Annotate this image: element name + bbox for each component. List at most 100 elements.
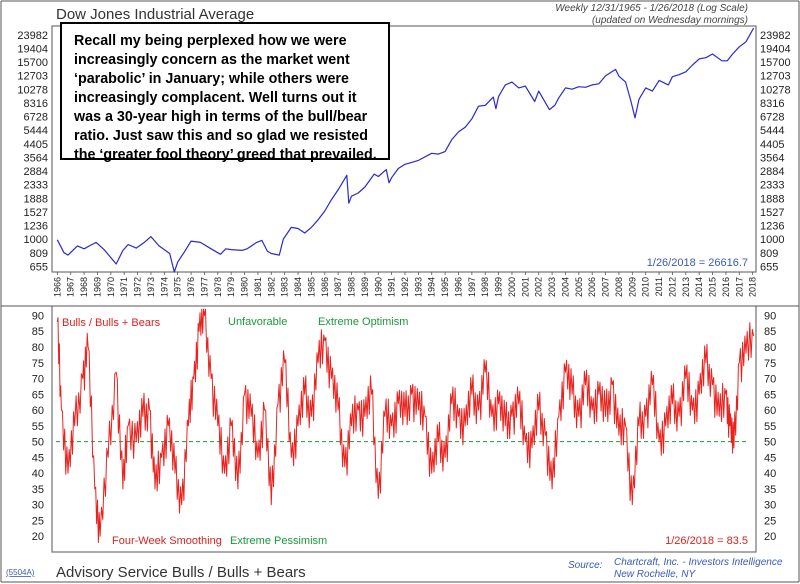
- year-tick-label: 2004: [560, 277, 570, 297]
- dow-line: [56, 27, 755, 273]
- top-y-tick-label-right: 4405: [760, 139, 784, 151]
- year-tick-label: 1969: [92, 277, 102, 297]
- top-y-tick-label-left: 2333: [24, 180, 48, 192]
- top-y-tick-label-right: 1527: [760, 207, 784, 219]
- bottom-y-tick-label-right: 50: [764, 437, 776, 449]
- year-tick-label: 1972: [133, 277, 143, 297]
- year-tick-label: 1995: [440, 277, 450, 297]
- top-y-tick-label-right: 2333: [760, 180, 784, 192]
- top-y-tick-label-left: 15700: [17, 57, 48, 69]
- bottom-y-tick-label-right: 35: [764, 484, 776, 496]
- bottom-y-tick-label-right: 55: [764, 421, 776, 433]
- year-tick-label: 2005: [574, 277, 584, 297]
- bottom-y-tick-label-right: 70: [764, 374, 776, 386]
- year-tick-label: 2015: [708, 277, 718, 297]
- bottom-y-tick-label-right: 60: [764, 405, 776, 417]
- year-tick-label: 2002: [534, 277, 544, 297]
- chart-id: (5504A): [6, 568, 35, 577]
- extreme-pessimism-label: Extreme Pessimism: [230, 535, 327, 547]
- year-tick-label: 2016: [721, 277, 731, 297]
- dow-series: [56, 27, 755, 273]
- year-tick-label: 1983: [280, 277, 290, 297]
- bottom-y-tick-label-left: 35: [32, 484, 44, 496]
- year-tick-label: 1978: [213, 277, 223, 297]
- year-tick-label: 2010: [641, 277, 651, 297]
- top-y-tick-label-left: 1236: [24, 221, 48, 233]
- top-y-tick-label-right: 10278: [760, 84, 791, 96]
- year-tick-label: 2009: [627, 277, 637, 297]
- smoothing-label: Four-Week Smoothing: [112, 535, 222, 547]
- top-y-tick-label-left: 2884: [24, 166, 48, 178]
- year-tick-label: 1974: [159, 277, 169, 297]
- top-y-tick-label-left: 10278: [17, 84, 48, 96]
- bottom-y-tick-label-right: 75: [764, 358, 776, 370]
- year-tick-label: 2003: [547, 277, 557, 297]
- source-line-1: Chartcraft, Inc. - Investors Intelligenc…: [614, 557, 783, 568]
- year-tick-label: 1987: [333, 277, 343, 297]
- year-tick-label: 2011: [654, 277, 664, 296]
- year-tick-label: 1973: [146, 277, 156, 297]
- year-tick-label: 1988: [347, 277, 357, 297]
- year-tick-label: 2018: [748, 277, 758, 297]
- bottom-last-value-label: 1/26/2018 = 83.5: [665, 535, 748, 547]
- year-tick-label: 1966: [52, 277, 62, 297]
- year-tick-label: 2014: [694, 277, 704, 297]
- bottom-y-tick-label-left: 25: [32, 515, 44, 527]
- top-y-tick-label-left: 809: [30, 248, 48, 260]
- annotation-box: Recall my being perplexed how we were in…: [60, 22, 390, 163]
- top-y-tick-label-left: 4405: [24, 139, 48, 151]
- bottom-y-tick-label-left: 30: [32, 500, 44, 512]
- top-y-tick-label-left: 5444: [24, 125, 48, 137]
- annotation-text: Recall my being perplexed how we were in…: [74, 33, 377, 163]
- bottom-y-tick-label-left: 20: [32, 531, 44, 543]
- bottom-y-tick-label-right: 65: [764, 389, 776, 401]
- year-tick-label: 1980: [240, 277, 250, 297]
- top-y-tick-label-left: 23982: [17, 30, 48, 42]
- bottom-y-tick-label-left: 60: [32, 405, 44, 417]
- year-tick-label: 2012: [667, 277, 677, 297]
- year-tick-label: 1991: [387, 277, 397, 297]
- top-y-tick-label-right: 1000: [760, 234, 784, 246]
- bottom-y-tick-label-left: 80: [32, 342, 44, 354]
- bottom-y-tick-label-left: 45: [32, 452, 44, 464]
- top-panel-subtitle-2: (updated on Wednesday mornings): [592, 15, 748, 26]
- year-tick-label: 2013: [681, 277, 691, 297]
- year-tick-label: 2006: [587, 277, 597, 297]
- year-axis: 1966 1967 1968 1969 1970 1971 1972 1973 1974 1975…: [52, 272, 758, 297]
- top-y-tick-label-left: 12703: [17, 71, 48, 83]
- year-tick-label: 1998: [480, 277, 490, 297]
- top-y-tick-label-right: 3564: [760, 152, 784, 164]
- year-tick-label: 1992: [400, 277, 410, 297]
- top-y-tick-label-right: 12703: [760, 71, 791, 83]
- series-label: Bulls / Bulls + Bears: [62, 317, 161, 329]
- year-tick-label: 1977: [199, 277, 209, 297]
- year-tick-label: 1997: [467, 277, 477, 297]
- bottom-y-tick-label-right: 85: [764, 326, 776, 338]
- year-tick-label: 1993: [413, 277, 423, 297]
- unfavorable-label: Unfavorable: [228, 316, 287, 328]
- year-tick-label: 2007: [601, 277, 611, 297]
- top-y-tick-label-left: 655: [30, 261, 48, 273]
- bottom-y-tick-label-left: 90: [32, 310, 44, 322]
- bottom-y-tick-label-left: 55: [32, 421, 44, 433]
- top-y-tick-label-left: 3564: [24, 152, 48, 164]
- source-line-2: New Rochelle, NY: [614, 569, 696, 580]
- year-tick-label: 1981: [253, 277, 263, 297]
- year-tick-label: 1989: [360, 277, 370, 297]
- year-tick-label: 1968: [79, 277, 89, 297]
- year-tick-label: 1984: [293, 277, 303, 297]
- top-y-tick-label-right: 1236: [760, 221, 784, 233]
- top-y-tick-label-left: 8316: [24, 98, 48, 110]
- top-y-tick-label-left: 1888: [24, 193, 48, 205]
- top-y-tick-label-left: 1527: [24, 207, 48, 219]
- bottom-y-tick-label-right: 20: [764, 531, 776, 543]
- year-tick-label: 1982: [266, 277, 276, 297]
- year-tick-label: 2017: [734, 277, 744, 297]
- top-y-tick-label-left: 1000: [24, 234, 48, 246]
- bottom-y-tick-label-left: 50: [32, 437, 44, 449]
- top-panel-subtitle-1: Weekly 12/31/1965 - 1/26/2018 (Log Scale…: [555, 3, 748, 14]
- bottom-y-tick-label-right: 90: [764, 310, 776, 322]
- bottom-y-tick-label-left: 65: [32, 389, 44, 401]
